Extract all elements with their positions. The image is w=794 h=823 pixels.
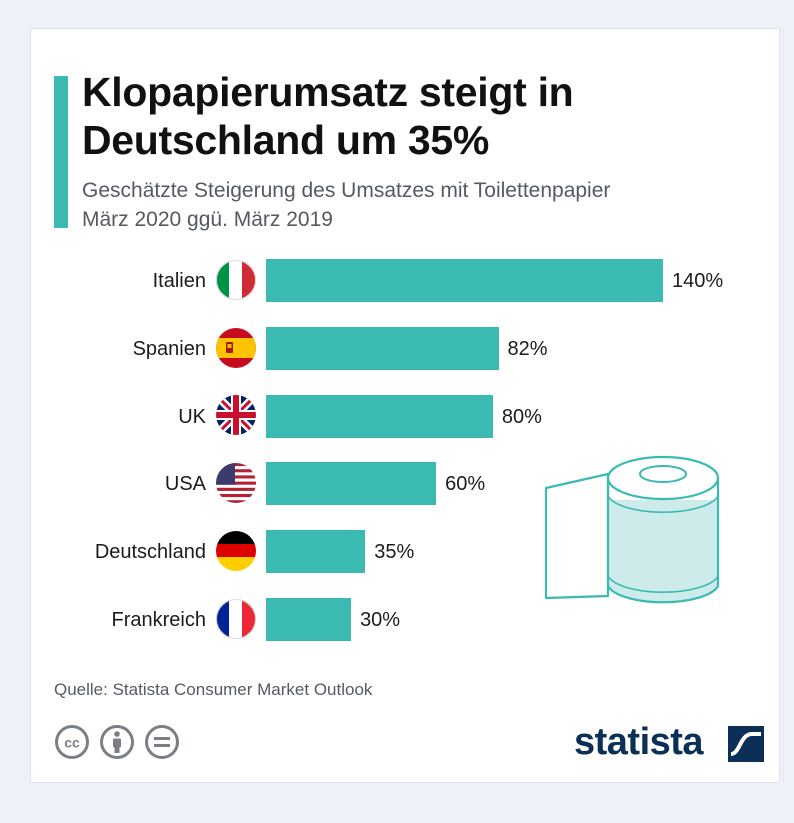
- bar: [266, 530, 366, 574]
- spain-flag-icon: [216, 328, 256, 368]
- no-derivatives-icon: [145, 725, 179, 759]
- bar: [266, 326, 499, 370]
- value-label: 60%: [445, 473, 486, 496]
- category-label: Deutschland: [94, 541, 206, 564]
- svg-text:cc: cc: [64, 735, 80, 751]
- value-label: 30%: [360, 609, 401, 631]
- category-label: UK: [178, 405, 206, 428]
- toilet-roll-icon: [544, 455, 720, 604]
- chart-title: Klopapierumsatz steigt in Deutschland um…: [82, 69, 574, 163]
- france-flag-icon: [216, 599, 256, 639]
- subtitle-line-1: Geschätzte Steigerung des Umsatzes mit T…: [82, 179, 611, 202]
- chart-subtitle: Geschätzte Steigerung des Umsatzes mit T…: [82, 176, 782, 234]
- statista-logo-icon: [728, 726, 764, 762]
- bar: [266, 598, 352, 641]
- italy-flag-icon: [216, 260, 256, 300]
- title-accent-bar: [54, 76, 68, 228]
- value-label: 35%: [374, 541, 415, 564]
- germany-flag-icon: [216, 531, 256, 571]
- bar: [266, 394, 493, 438]
- attribution-icon: [100, 725, 134, 759]
- bar: [266, 259, 663, 302]
- cc-icon: cc: [55, 725, 89, 759]
- category-label: Italien: [152, 270, 206, 292]
- divider: [783, 28, 784, 783]
- value-label: 80%: [501, 405, 542, 428]
- value-label: 82%: [507, 337, 548, 360]
- uk-flag-icon: [216, 395, 256, 435]
- category-label: USA: [164, 473, 206, 496]
- subtitle-line-2: März 2020 ggü. März 2019: [82, 208, 333, 231]
- usa-flag-icon: [216, 463, 256, 503]
- value-label: 140%: [672, 270, 724, 292]
- license-icons: cc: [55, 725, 179, 759]
- category-label: Spanien: [132, 337, 206, 360]
- category-label: Frankreich: [111, 609, 206, 631]
- source-text: Quelle: Statista Consumer Market Outlook: [54, 680, 373, 699]
- statista-logo-text: statista: [574, 721, 704, 763]
- bar: [266, 462, 437, 506]
